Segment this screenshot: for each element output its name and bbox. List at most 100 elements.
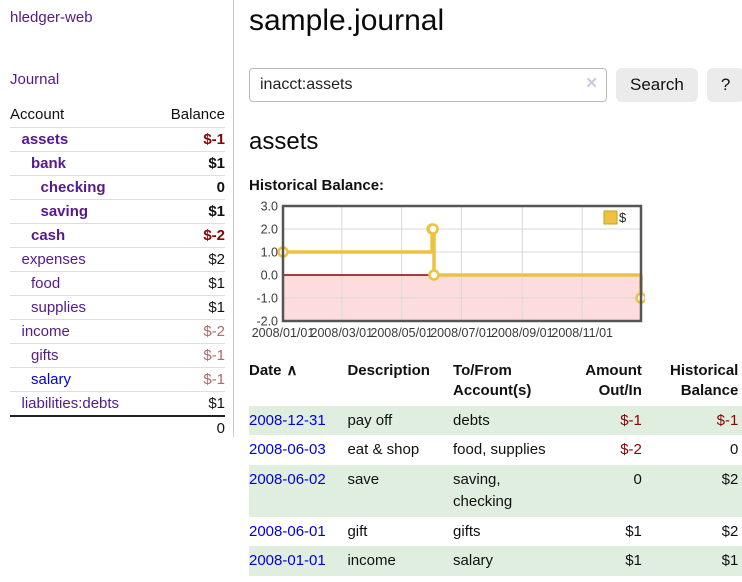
accounts-total-spacer <box>10 415 154 440</box>
accounts-total-value: 0 <box>153 415 225 440</box>
amount-column-header: Amount Out/In <box>585 362 642 400</box>
account-balance: $1 <box>153 391 225 417</box>
search-input[interactable] <box>249 68 607 102</box>
transaction-description-cell: eat & shop <box>347 441 420 459</box>
account-row: food $1 <box>10 271 225 296</box>
transaction-balance-cell: $2 <box>721 471 739 488</box>
account-row: cash $-2 <box>10 223 225 248</box>
transaction-date-cell: 2008-01-01 <box>249 546 347 576</box>
transaction-accounts-cell: debts <box>453 411 490 429</box>
transaction-date-cell: 2008-06-03 <box>249 435 347 465</box>
transaction-description-cell: pay off <box>347 411 393 429</box>
transaction-balance-cell: $2 <box>721 522 739 540</box>
account-row: checking 0 <box>10 175 225 200</box>
transaction-date-link[interactable]: 2008-06-03 <box>249 441 326 459</box>
clear-search-icon[interactable]: ✕ <box>585 75 598 92</box>
register-header-row: Date ∧ Description To/From Account(s) Amo… <box>249 359 742 406</box>
svg-text:1.0: 1.0 <box>261 246 278 260</box>
sidebar: hledger-web Journal Account Balance asse… <box>0 0 234 440</box>
svg-text:-2.0: -2.0 <box>256 315 278 329</box>
transaction-row: 2008-01-01 income salary $1 $1 <box>249 546 742 576</box>
page-title: sample.journal <box>249 4 445 37</box>
accounts-column-header: Account <box>10 103 154 128</box>
transaction-date-cell: 2008-06-01 <box>249 517 347 547</box>
transaction-amount-cell: $-2 <box>620 441 642 459</box>
account-balance: $-1 <box>153 127 225 152</box>
svg-text:2.0: 2.0 <box>261 223 278 237</box>
search-form: ✕ Search ? <box>249 68 742 102</box>
account-link[interactable]: gifts <box>31 347 59 364</box>
account-balance: $1 <box>153 151 225 176</box>
account-balance: $-1 <box>153 343 225 368</box>
account-link[interactable]: cash <box>31 227 66 244</box>
transaction-balance-cell: 0 <box>730 441 739 459</box>
account-row: liabilities:debts $1 <box>10 391 225 417</box>
help-button[interactable]: ? <box>706 68 742 102</box>
account-row: saving $1 <box>10 199 225 224</box>
transaction-accounts-cell: gifts <box>453 522 481 540</box>
date-column-header[interactable]: Date ∧ <box>249 362 298 379</box>
account-balance: $-2 <box>153 223 225 248</box>
transaction-accounts-cell: salary <box>453 552 494 570</box>
transaction-row: 2008-06-03 eat & shop food, supplies $-2 0 <box>249 435 742 465</box>
svg-text:2008/03/01: 2008/03/01 <box>311 326 374 340</box>
search-input-wrap: ✕ <box>249 68 607 102</box>
account-row: supplies $1 <box>10 295 225 320</box>
account-row: gifts $-1 <box>10 343 225 368</box>
transaction-row: 2008-06-01 gift gifts $1 $2 <box>249 517 742 547</box>
transaction-description-cell: income <box>347 552 396 570</box>
account-row: assets $-1 <box>10 127 225 152</box>
transaction-amount-cell: 0 <box>633 471 642 488</box>
sidebar-item-journal[interactable]: Journal <box>10 71 60 88</box>
account-row: expenses $2 <box>10 247 225 272</box>
account-link[interactable]: liabilities:debts <box>21 395 120 412</box>
account-link[interactable]: expenses <box>21 251 86 268</box>
transaction-row: 2008-06-02 save saving, checking 0 $2 <box>249 465 742 517</box>
account-link[interactable]: income <box>21 323 70 340</box>
account-balance: $1 <box>153 271 225 296</box>
account-balance: $-2 <box>153 319 225 344</box>
account-link[interactable]: salary <box>31 371 72 388</box>
transaction-amount-cell: $1 <box>625 552 642 570</box>
account-balance: $2 <box>153 247 225 272</box>
transaction-accounts-cell: saving, checking <box>453 471 513 510</box>
search-button[interactable]: Search <box>616 68 698 102</box>
svg-text:0.0: 0.0 <box>261 269 278 283</box>
svg-text:2008/09/01: 2008/09/01 <box>491 326 554 340</box>
account-title: assets <box>249 128 319 155</box>
account-balance: 0 <box>153 175 225 200</box>
transaction-date-link[interactable]: 2008-01-01 <box>249 552 326 570</box>
transaction-amount-cell: $1 <box>625 522 642 540</box>
transaction-balance-cell: $1 <box>721 552 739 570</box>
svg-text:$: $ <box>619 210 627 225</box>
main-content: sample.journal ✕ Search ? assets Histori… <box>234 0 742 576</box>
transaction-date-link[interactable]: 2008-12-31 <box>249 411 326 429</box>
sort-asc-icon: ∧ <box>286 362 298 379</box>
svg-text:2008/05/01: 2008/05/01 <box>370 326 433 340</box>
account-link[interactable]: food <box>31 275 61 292</box>
transaction-date-link[interactable]: 2008-06-02 <box>249 471 326 488</box>
balance-column-header: Balance <box>153 103 225 128</box>
accounts-header-row: Account Balance <box>10 103 225 128</box>
account-link[interactable]: saving <box>40 203 89 220</box>
svg-text:2008/01/01: 2008/01/01 <box>252 326 315 340</box>
transaction-date-cell: 2008-12-31 <box>249 406 347 436</box>
account-link[interactable]: assets <box>21 131 69 148</box>
transaction-accounts-cell: food, supplies <box>453 441 546 459</box>
transaction-date-link[interactable]: 2008-06-01 <box>249 522 326 540</box>
transaction-row: 2008-12-31 pay off debts $-1 $-1 <box>249 405 742 436</box>
accounts-total-row: 0 <box>10 415 225 440</box>
transaction-date-cell: 2008-06-02 <box>249 465 347 517</box>
transaction-description-cell: save <box>347 471 380 488</box>
chart-label: Historical Balance: <box>249 177 385 194</box>
account-link[interactable]: checking <box>40 179 106 196</box>
account-row: bank $1 <box>10 151 225 176</box>
account-link[interactable]: bank <box>31 155 67 172</box>
svg-text:2008/07/01: 2008/07/01 <box>430 326 493 340</box>
account-balance: $-1 <box>153 367 225 392</box>
brand-link[interactable]: hledger-web <box>10 9 93 26</box>
description-column-header: Description <box>347 362 430 379</box>
account-link[interactable]: supplies <box>31 299 87 316</box>
historical-balance-chart: $3.0 2.0 1.0 0.0 -1.0 -2.0 2008/01/01 2008/03/0… <box>249 200 742 345</box>
